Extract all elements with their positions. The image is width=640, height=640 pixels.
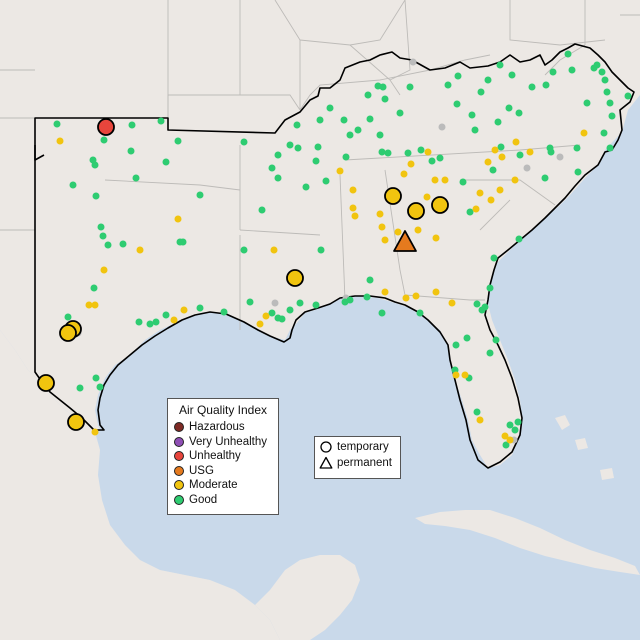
legend-item-very-unhealthy: Very Unhealthy (168, 435, 278, 450)
legend-label: USG (189, 464, 214, 477)
legend-title: Air Quality Index (178, 403, 268, 417)
legend-item-usg: USG (168, 464, 278, 479)
region-outline (34, 43, 635, 469)
us-mainland (0, 0, 640, 468)
aqi-legend: Air Quality Index Hazardous Very Unhealt… (167, 398, 279, 515)
hazardous-swatch (174, 422, 184, 433)
legend-item-permanent: permanent (315, 455, 400, 471)
legend-item-good: Good (168, 493, 278, 508)
usg-permanent-monitor (393, 230, 417, 252)
bahamas (555, 415, 614, 480)
permanent-label: permanent (337, 457, 392, 469)
moderate-temporary-monitors (37, 187, 449, 431)
good-markers (53, 50, 632, 449)
usg-swatch (174, 465, 184, 476)
legend-item-moderate: Moderate (168, 478, 278, 493)
legend-label: Good (189, 493, 218, 506)
unhealthy-temporary-monitor (97, 118, 115, 136)
temporary-label: temporary (337, 441, 389, 453)
yucatan (255, 555, 360, 640)
legend-item-hazardous: Hazardous (168, 420, 278, 435)
legend-label: Very Unhealthy (189, 435, 267, 448)
cuba (415, 510, 640, 575)
legend-label: Unhealthy (189, 450, 241, 463)
triangle-icon (319, 456, 333, 469)
very-unhealthy-swatch (174, 436, 184, 447)
mexico (0, 330, 280, 640)
monitor-type-legend: temporary permanent (314, 436, 401, 479)
legend-item-unhealthy: Unhealthy (168, 449, 278, 464)
good-swatch (174, 494, 184, 505)
circle-icon (320, 441, 332, 453)
unhealthy-swatch (174, 451, 184, 462)
moderate-swatch (174, 480, 184, 491)
legend-label: Moderate (189, 479, 238, 492)
moderate-markers (56, 129, 588, 444)
legend-item-temporary: temporary (315, 439, 400, 455)
legend-label: Hazardous (189, 421, 245, 434)
